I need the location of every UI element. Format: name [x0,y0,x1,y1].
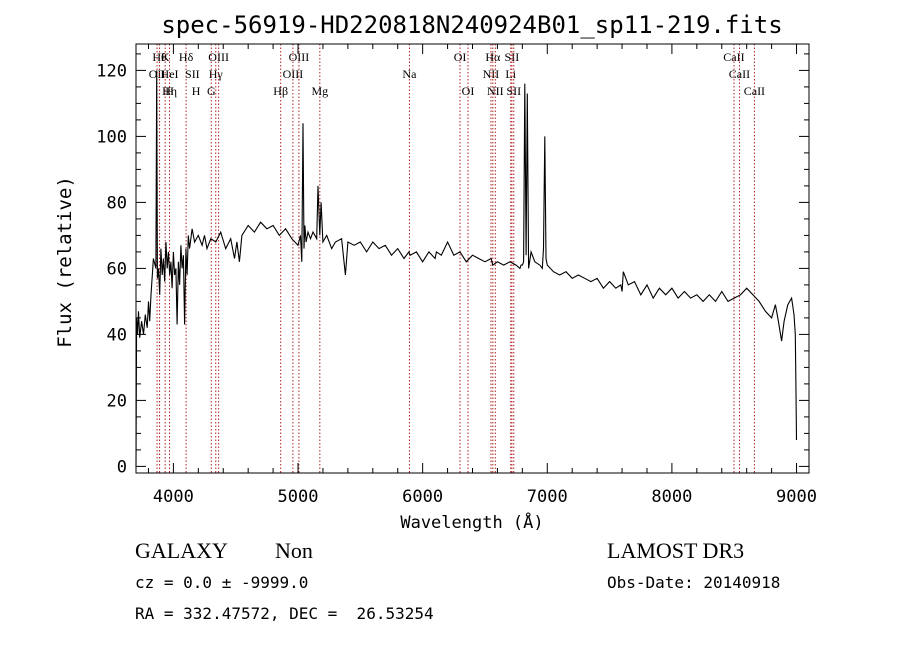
line-marker-label: G [207,84,216,98]
x-tick-label: 4000 [153,487,194,507]
line-marker-label: SII [185,67,200,81]
spectrum-line [135,70,798,467]
chart-title: spec-56919-HD220818N240924B01_sp11-219.f… [161,11,782,39]
line-marker-label: CaII [744,84,765,98]
line-marker-label: H [165,84,174,98]
y-tick-label: 0 [117,457,127,477]
line-marker-label: OI [454,50,467,64]
x-tick-label: 6000 [402,487,443,507]
line-marker-label: SII [506,84,521,98]
line-marker-label: Hβ [273,84,288,98]
redshift-cz: cz = 0.0 ± -9999.0 [135,573,309,592]
plot-frame [135,43,810,474]
line-marker-label: NII [487,84,504,98]
line-marker-label: OI [462,84,475,98]
line-marker-label: OIII [289,50,310,64]
x-axis-ticks: 4000 5000 6000 7000 8000 9000 [147,44,817,507]
y-tick-label: 60 [107,259,127,279]
x-tick-label: 7000 [527,487,568,507]
x-axis-label: Wavelength (Å) [400,511,543,533]
line-marker-label: H [192,84,201,98]
line-marker-label: CaII [723,50,744,64]
line-marker-label: SII [505,50,520,64]
line-marker-label: Na [402,67,417,81]
y-tick-label: 100 [96,127,127,147]
line-marker-label: Hγ [209,67,224,81]
line-marker-label: Hδ [179,50,194,64]
y-axis-ticks: 0 20 40 60 80 100 120 [96,53,809,477]
line-marker-label: OIII [208,50,229,64]
emission-line-markers: OIIHθKHHδHγGOIIIHβOIIIOIIIMgNaOIOINIIHαN… [149,44,765,473]
y-tick-label: 20 [107,391,127,411]
line-marker-label: Mg [311,84,328,98]
survey-name: LAMOST DR3 [607,538,745,563]
line-marker-label: Hα [485,50,501,64]
line-marker-label: OIII [283,67,304,81]
y-axis-label: Flux (relative) [54,176,76,348]
y-tick-label: 120 [96,61,127,81]
line-marker-label: NII [483,67,500,81]
x-tick-label: 8000 [651,487,692,507]
line-marker-label: K [161,50,170,64]
object-class: GALAXY [135,538,228,563]
y-tick-label: 80 [107,193,127,213]
x-tick-label: 9000 [776,487,817,507]
line-marker-label: CaII [729,67,750,81]
object-subclass: Non [275,538,313,563]
spectrum-series [135,70,798,467]
line-marker-label: Hη [162,84,177,98]
coordinates: RA = 332.47572, DEC = 26.53254 [135,604,434,623]
x-tick-label: 5000 [278,487,319,507]
line-marker-label: HeI [161,67,179,81]
observation-date: Obs-Date: 20140918 [607,573,781,592]
line-marker-label: Hθ [152,50,167,64]
line-marker-label: Li [505,67,516,81]
y-tick-label: 40 [107,325,127,345]
